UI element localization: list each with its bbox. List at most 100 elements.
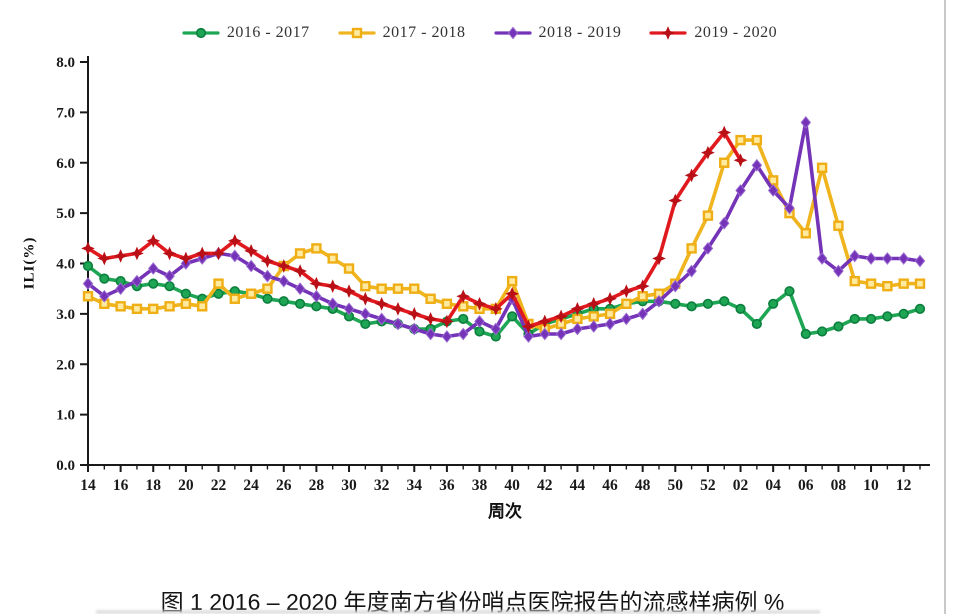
data-point-square: [604, 308, 616, 320]
legend-label: 2016 - 2017: [226, 24, 310, 41]
data-point-star: [260, 254, 275, 268]
series-2019-2020: [81, 125, 748, 334]
data-point-diamond: [229, 249, 241, 263]
data-point-square: [311, 243, 322, 254]
x-tick-label: 22: [211, 477, 227, 494]
data-point-square: [196, 301, 208, 312]
x-axis-title: 周次: [488, 502, 522, 521]
data-point-square: [882, 280, 893, 292]
data-point-square: [115, 301, 126, 312]
data-point-circle: [849, 313, 860, 325]
data-point-circle: [898, 308, 909, 319]
data-point-square: [506, 275, 518, 287]
x-tick-label: 48: [635, 477, 651, 494]
data-point-diamond: [702, 242, 714, 255]
x-tick-label: 38: [472, 477, 488, 494]
data-point-circle: [751, 318, 762, 330]
data-point-circle: [686, 301, 697, 312]
data-point-star: [537, 314, 552, 329]
data-point-square: [751, 134, 763, 146]
data-point-diamond: [262, 269, 273, 283]
data-point-star: [391, 301, 405, 316]
cropped-text-artifact: [96, 610, 820, 614]
data-point-star: [440, 314, 454, 329]
data-point-square: [213, 278, 224, 289]
legend-marker-diamond-icon: [493, 26, 532, 40]
y-axis-title: ILI(%): [21, 236, 38, 290]
data-point-star: [586, 296, 601, 311]
data-point-circle: [360, 318, 371, 330]
data-point-star: [276, 259, 291, 273]
data-point-diamond: [507, 26, 518, 40]
data-point-star: [358, 291, 373, 306]
data-point-star: [684, 168, 699, 183]
data-point-diamond: [735, 184, 746, 197]
data-point-diamond: [572, 322, 583, 336]
data-point-square: [865, 278, 877, 289]
data-point-diamond: [392, 317, 404, 331]
x-tick-label: 06: [798, 477, 814, 494]
data-point-circle: [213, 288, 224, 299]
data-point-circle: [735, 303, 746, 314]
x-tick-label: 28: [309, 477, 325, 494]
data-point-diamond: [294, 282, 306, 296]
data-point-circle: [180, 288, 191, 299]
data-point-square: [180, 298, 192, 309]
data-point-square: [816, 162, 828, 173]
y-tick-label: 0.0: [56, 458, 75, 474]
y-tick-label: 1.0: [56, 408, 75, 424]
data-point-star: [130, 246, 144, 261]
x-tick-label: 30: [341, 477, 357, 494]
data-point-diamond: [670, 279, 681, 293]
x-tick-label: 04: [765, 477, 781, 494]
data-point-circle: [262, 293, 273, 304]
data-point-circle: [164, 281, 175, 292]
x-tick-label: 52: [700, 477, 716, 494]
data-point-square: [441, 298, 453, 309]
data-point-diamond: [441, 330, 453, 343]
data-point-square: [914, 278, 926, 289]
legend-marker-circle-icon: [182, 27, 220, 39]
screenshot-edge-artifact: [944, 0, 946, 614]
x-tick-label: 40: [504, 477, 520, 494]
data-point-square: [343, 263, 355, 274]
data-point-circle: [294, 298, 306, 309]
data-point-circle: [148, 278, 159, 289]
data-point-square: [376, 283, 387, 294]
data-point-square: [351, 27, 362, 39]
x-tick-label: 34: [407, 477, 423, 494]
data-point-circle: [99, 273, 110, 284]
data-point-diamond: [360, 307, 371, 321]
data-point-diamond: [849, 249, 860, 263]
data-point-diamond: [604, 317, 616, 331]
data-point-diamond: [99, 289, 110, 303]
data-point-circle: [474, 326, 485, 337]
data-point-star: [423, 312, 438, 326]
legend-label: 2018 - 2019: [538, 24, 622, 41]
data-point-circle: [670, 298, 681, 309]
data-point-square: [833, 220, 844, 231]
data-point-square: [262, 283, 273, 294]
data-point-circle: [702, 298, 714, 309]
data-point-circle: [458, 313, 469, 325]
x-tick-label: 44: [570, 477, 586, 494]
data-point-diamond: [816, 252, 828, 265]
data-point-star: [733, 153, 748, 168]
data-point-square: [360, 280, 371, 292]
data-point-square: [621, 298, 632, 309]
data-point-circle: [833, 321, 844, 332]
data-point-square: [148, 303, 159, 315]
data-point-diamond: [898, 252, 909, 265]
data-point-circle: [507, 311, 518, 322]
data-point-square: [82, 291, 94, 302]
legend-marker-square-icon: [338, 27, 376, 39]
y-tick-label: 3.0: [56, 307, 75, 323]
data-point-diamond: [115, 282, 126, 296]
x-tick-label: 16: [113, 477, 129, 494]
figure-caption: 图 1 2016 – 2020 年度南方省份哨点医院报告的流感样病例 %: [160, 589, 785, 614]
data-point-square: [719, 157, 730, 168]
data-point-diamond: [718, 216, 730, 230]
data-point-square: [425, 293, 436, 304]
data-point-star: [227, 233, 242, 248]
data-point-square: [131, 303, 143, 315]
